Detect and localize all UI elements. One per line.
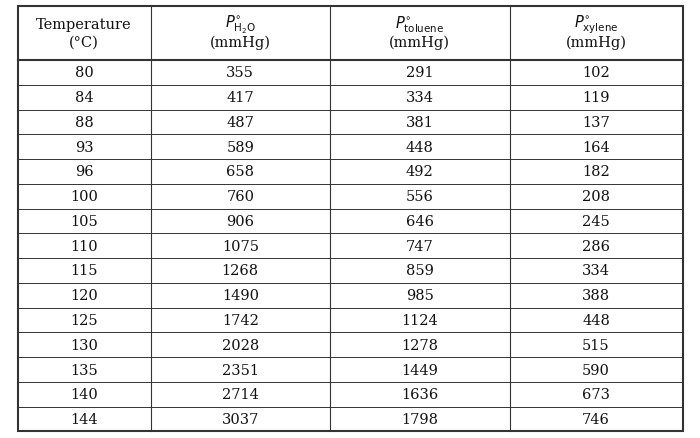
Text: 1449: 1449: [401, 363, 438, 377]
Text: 100: 100: [70, 190, 98, 204]
Text: 1075: 1075: [222, 239, 259, 253]
Text: 164: 164: [582, 141, 610, 154]
Text: 144: 144: [70, 412, 98, 426]
Text: 2714: 2714: [222, 387, 259, 401]
Text: 515: 515: [582, 338, 610, 352]
Text: 492: 492: [406, 165, 434, 179]
Text: 80: 80: [75, 66, 93, 80]
Text: 3037: 3037: [222, 412, 259, 426]
Text: 140: 140: [70, 387, 98, 401]
Text: 381: 381: [406, 116, 434, 130]
Text: (mmHg): (mmHg): [566, 35, 626, 49]
Text: $P^{\circ}_{\rm H_2O}$: $P^{\circ}_{\rm H_2O}$: [225, 14, 256, 36]
Text: 388: 388: [582, 289, 610, 303]
Text: 1268: 1268: [222, 264, 259, 278]
Text: 334: 334: [582, 264, 610, 278]
Text: $P^{\circ}_{\rm toluene}$: $P^{\circ}_{\rm toluene}$: [395, 15, 444, 35]
Text: 115: 115: [70, 264, 98, 278]
Text: 110: 110: [70, 239, 98, 253]
Text: 859: 859: [406, 264, 434, 278]
Text: 1798: 1798: [401, 412, 438, 426]
Text: 487: 487: [226, 116, 254, 130]
Text: 291: 291: [406, 66, 433, 80]
Text: (mmHg): (mmHg): [389, 35, 450, 49]
Text: 286: 286: [582, 239, 610, 253]
Text: (mmHg): (mmHg): [210, 35, 271, 49]
Text: 2351: 2351: [222, 363, 259, 377]
Text: 590: 590: [582, 363, 610, 377]
Text: 120: 120: [70, 289, 98, 303]
Text: 135: 135: [70, 363, 98, 377]
Text: 1636: 1636: [401, 387, 438, 401]
Text: 417: 417: [227, 91, 254, 105]
Text: 102: 102: [582, 66, 610, 80]
Text: 673: 673: [582, 387, 610, 401]
Text: 355: 355: [226, 66, 254, 80]
Text: 88: 88: [75, 116, 93, 130]
Text: Temperature: Temperature: [36, 18, 132, 32]
Text: 906: 906: [226, 215, 254, 229]
Text: 1490: 1490: [222, 289, 259, 303]
Text: 985: 985: [406, 289, 434, 303]
Text: 96: 96: [75, 165, 93, 179]
Text: 1124: 1124: [402, 313, 438, 327]
Text: 760: 760: [226, 190, 254, 204]
Text: 245: 245: [582, 215, 610, 229]
Text: 1278: 1278: [401, 338, 438, 352]
Text: 448: 448: [406, 141, 434, 154]
Text: 125: 125: [70, 313, 98, 327]
Text: 334: 334: [406, 91, 434, 105]
Text: 130: 130: [70, 338, 98, 352]
Text: 119: 119: [582, 91, 610, 105]
Text: 589: 589: [226, 141, 254, 154]
Text: 182: 182: [582, 165, 610, 179]
Text: 646: 646: [406, 215, 434, 229]
Text: 105: 105: [70, 215, 98, 229]
Text: 208: 208: [582, 190, 610, 204]
Text: $P^{\circ}_{\rm xylene}$: $P^{\circ}_{\rm xylene}$: [574, 14, 618, 36]
Text: 137: 137: [582, 116, 610, 130]
Text: 747: 747: [406, 239, 434, 253]
Text: 2028: 2028: [222, 338, 259, 352]
Text: 746: 746: [582, 412, 610, 426]
Text: (°C): (°C): [69, 35, 99, 49]
Text: 84: 84: [75, 91, 93, 105]
Text: 1742: 1742: [222, 313, 259, 327]
Text: 658: 658: [226, 165, 254, 179]
Text: 556: 556: [406, 190, 434, 204]
Text: 448: 448: [582, 313, 610, 327]
Text: 93: 93: [75, 141, 93, 154]
